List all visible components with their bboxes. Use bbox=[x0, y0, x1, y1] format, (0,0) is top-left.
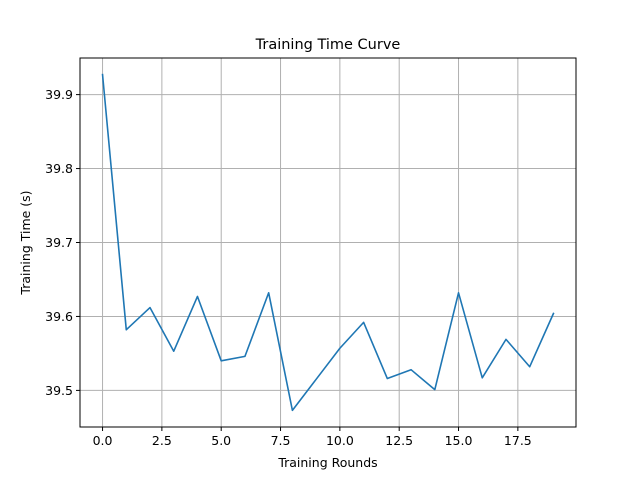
x-tick-label: 12.5 bbox=[385, 433, 413, 448]
chart-title: Training Time Curve bbox=[255, 37, 401, 53]
x-tick-label: 5.0 bbox=[211, 433, 231, 448]
y-grid bbox=[80, 94, 576, 391]
x-tick-label: 15.0 bbox=[445, 433, 473, 448]
y-axis: 39.5 39.6 39.7 39.8 39.9 bbox=[45, 87, 80, 398]
y-tick-label: 39.7 bbox=[45, 235, 73, 250]
x-tick-label: 7.5 bbox=[271, 433, 291, 448]
y-tick-label: 39.9 bbox=[45, 87, 73, 102]
x-tick-label: 0.0 bbox=[93, 433, 113, 448]
y-tick-label: 39.8 bbox=[45, 161, 73, 176]
x-tick-label: 17.5 bbox=[504, 433, 532, 448]
series-line bbox=[101, 73, 555, 412]
x-axis-label: Training Rounds bbox=[277, 455, 377, 470]
series-layer bbox=[101, 73, 555, 412]
x-tick-label: 2.5 bbox=[152, 433, 172, 448]
x-axis: 0.0 2.5 5.0 7.5 10.0 12.5 15.0 17.5 bbox=[93, 427, 532, 448]
x-tick-label: 10.0 bbox=[326, 433, 354, 448]
y-axis-label: Training Time (s) bbox=[18, 190, 33, 295]
y-tick-label: 39.6 bbox=[45, 309, 73, 324]
y-tick-label: 39.5 bbox=[45, 383, 73, 398]
